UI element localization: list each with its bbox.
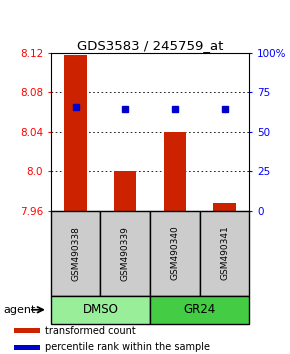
Bar bbox=[150, 211, 200, 296]
Bar bbox=[150, 296, 249, 324]
Bar bbox=[14, 328, 40, 333]
Text: percentile rank within the sample: percentile rank within the sample bbox=[45, 342, 210, 352]
Bar bbox=[114, 171, 136, 211]
Bar bbox=[100, 211, 150, 296]
Bar bbox=[51, 211, 100, 296]
Bar bbox=[64, 55, 87, 211]
Bar bbox=[164, 132, 186, 211]
Bar bbox=[200, 211, 249, 296]
Bar bbox=[213, 203, 236, 211]
Text: DMSO: DMSO bbox=[82, 303, 118, 316]
Bar bbox=[51, 296, 150, 324]
Text: GSM490340: GSM490340 bbox=[171, 226, 180, 280]
Text: GSM490341: GSM490341 bbox=[220, 226, 229, 280]
Text: GSM490338: GSM490338 bbox=[71, 225, 80, 281]
Bar bbox=[14, 345, 40, 350]
Text: GSM490339: GSM490339 bbox=[121, 225, 130, 281]
Text: transformed count: transformed count bbox=[45, 326, 136, 336]
Text: agent: agent bbox=[3, 305, 35, 315]
Title: GDS3583 / 245759_at: GDS3583 / 245759_at bbox=[77, 39, 223, 52]
Text: GR24: GR24 bbox=[184, 303, 216, 316]
